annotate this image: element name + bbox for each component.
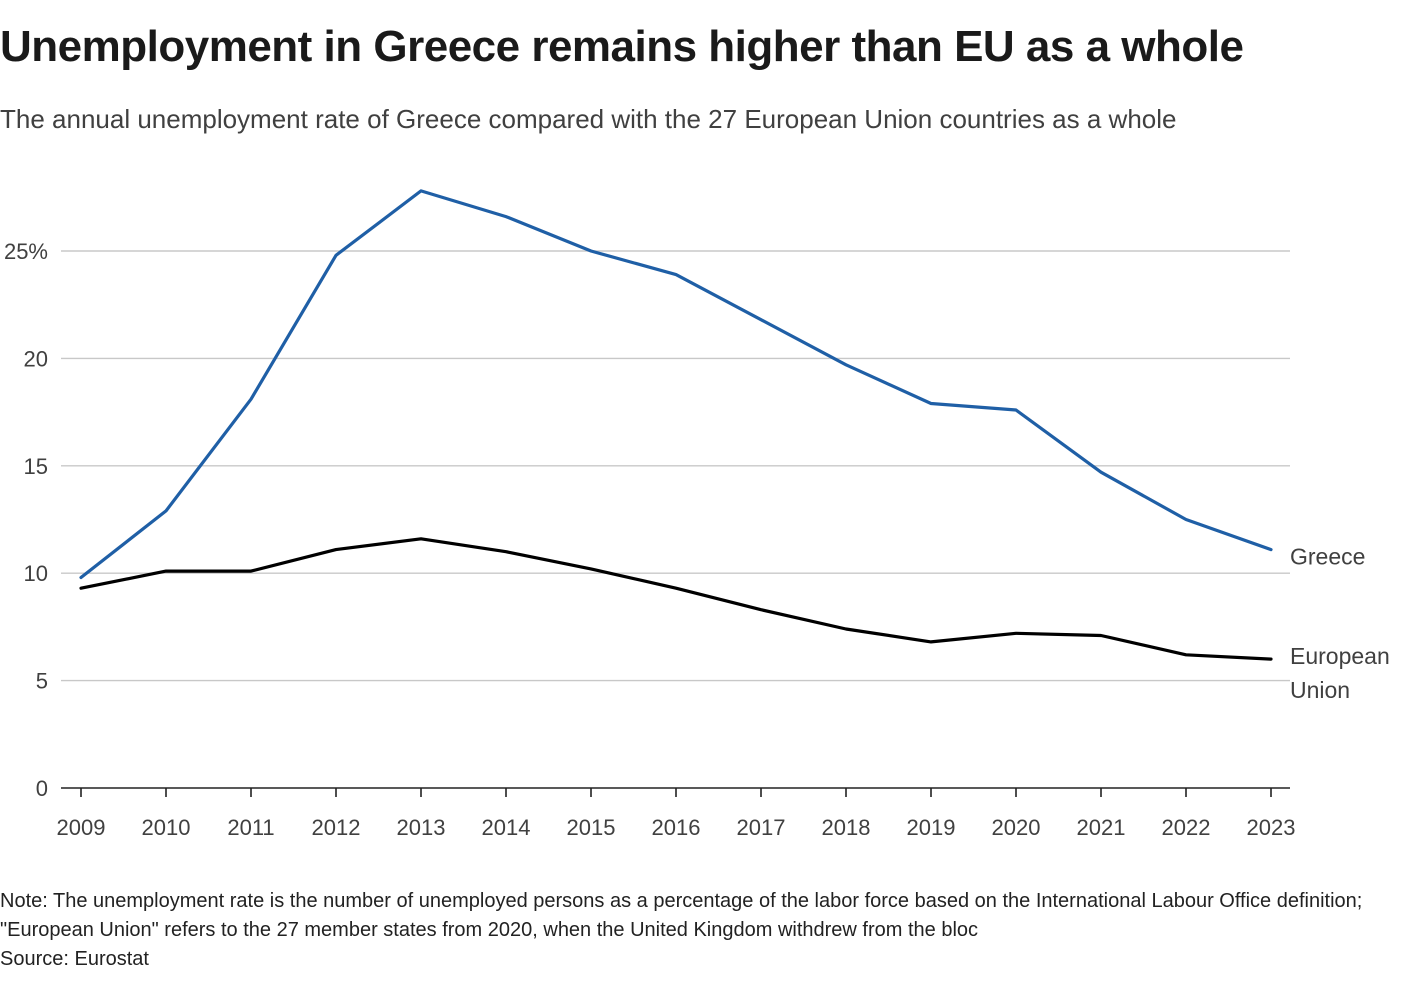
y-tick-label: 20	[24, 346, 48, 371]
x-tick-label: 2020	[992, 815, 1041, 840]
x-tick-label: 2011	[227, 815, 274, 840]
series-lines	[79, 189, 1273, 661]
gridlines	[61, 250, 1290, 682]
footnote: Note: The unemployment rate is the numbe…	[0, 890, 1363, 941]
x-tick-label: 2022	[1162, 815, 1211, 840]
y-tick-label: 15	[24, 454, 48, 479]
x-tick-label: 2013	[397, 815, 446, 840]
x-tick-label: 2012	[312, 815, 361, 840]
chart-title: Unemployment in Greece remains higher th…	[0, 22, 1244, 71]
line-chart: 0 5 10 15 20 25% 2009 2010 2011 2012 2013 2014 2015…	[4, 189, 1390, 840]
greece-line	[79, 189, 1273, 580]
x-tick-label: 2015	[567, 815, 616, 840]
chart-footer: Note: The unemployment rate is the numbe…	[0, 887, 1410, 974]
x-tick-label: 2009	[57, 815, 106, 840]
y-tick-label: 0	[36, 776, 48, 801]
x-tick-label: 2014	[482, 815, 531, 840]
x-tick-label: 2010	[142, 815, 191, 840]
y-tick-label: 10	[24, 561, 48, 586]
y-tick-label: 25%	[4, 239, 48, 264]
y-axis-labels: 0 5 10 15 20 25%	[4, 239, 48, 801]
chart-subtitle: The annual unemployment rate of Greece c…	[0, 104, 1177, 134]
x-tick-label: 2019	[907, 815, 956, 840]
series-labels: Greece European Union	[1290, 544, 1390, 704]
x-tick-label: 2023	[1247, 815, 1296, 840]
source-line: Source: Eurostat	[0, 948, 149, 970]
x-axis-labels: 2009 2010 2011 2012 2013 2014 2015 2016 2017 2018…	[57, 815, 1296, 840]
x-tick-label: 2016	[652, 815, 701, 840]
european-union-line	[79, 537, 1273, 661]
european-union-label: European Union	[1290, 643, 1390, 703]
greece-label: Greece	[1290, 544, 1365, 570]
x-tick-label: 2017	[737, 815, 786, 840]
y-tick-label: 5	[36, 669, 48, 694]
x-tick-label: 2018	[822, 815, 871, 840]
x-axis	[61, 787, 1290, 797]
x-tick-label: 2021	[1077, 815, 1126, 840]
